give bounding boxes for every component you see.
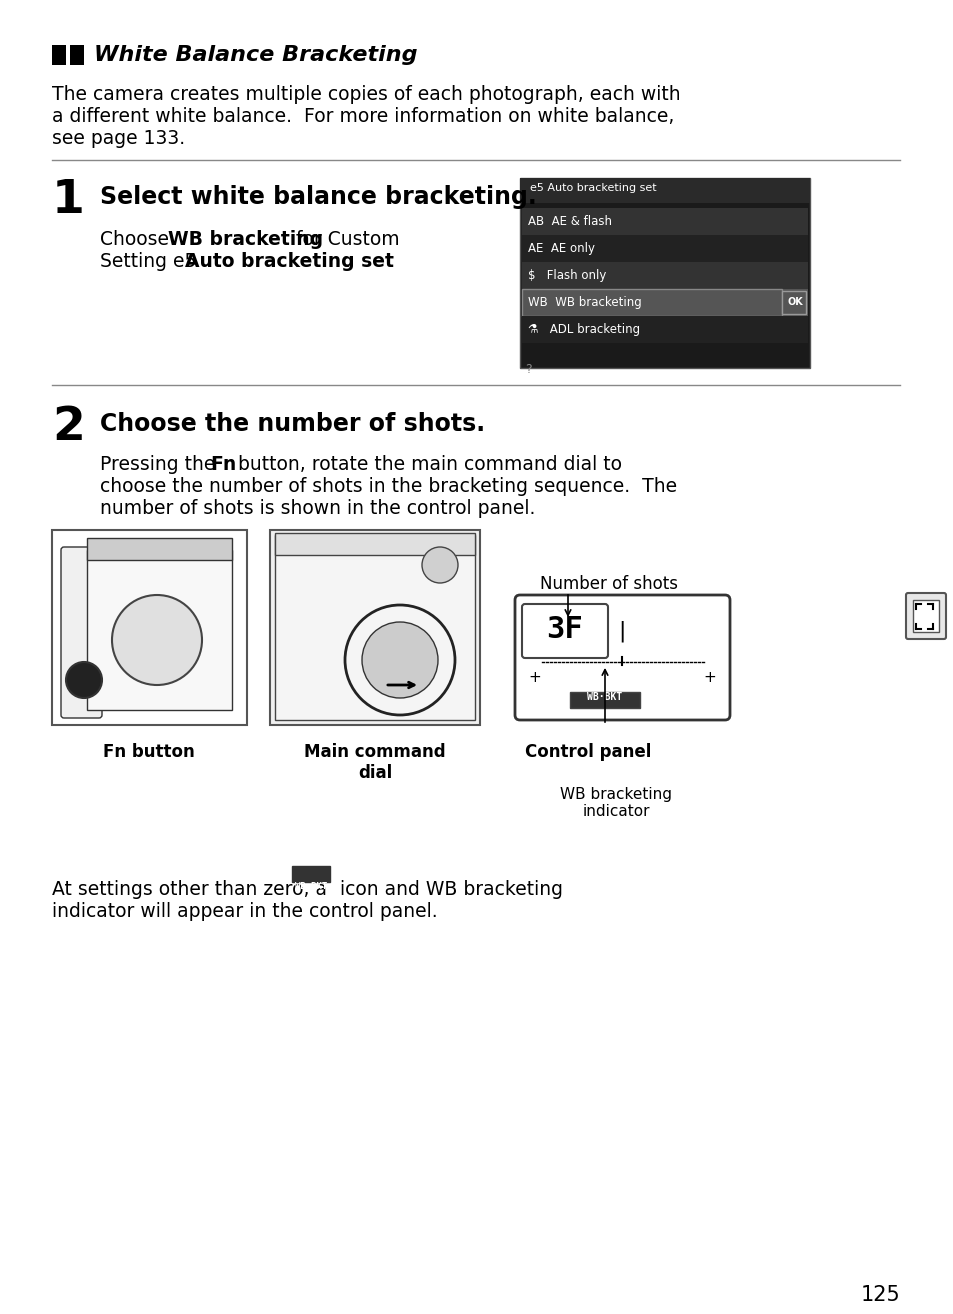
Text: Main command
dial: Main command dial bbox=[304, 742, 445, 782]
Text: WB bracketing: WB bracketing bbox=[168, 230, 323, 248]
Bar bbox=[521, 208, 807, 235]
Text: ⚗   ADL bracketing: ⚗ ADL bracketing bbox=[527, 323, 639, 336]
Text: .: . bbox=[345, 252, 351, 271]
Text: Fn button: Fn button bbox=[103, 742, 194, 761]
Text: choose the number of shots in the bracketing sequence.  The: choose the number of shots in the bracke… bbox=[100, 477, 677, 495]
Text: 2: 2 bbox=[52, 405, 85, 449]
Circle shape bbox=[361, 622, 437, 698]
FancyBboxPatch shape bbox=[905, 593, 945, 639]
Text: button, rotate the main command dial to: button, rotate the main command dial to bbox=[232, 455, 621, 474]
Text: OK: OK bbox=[787, 297, 803, 307]
Text: WB·BKT: WB·BKT bbox=[587, 692, 622, 702]
Text: Control panel: Control panel bbox=[524, 742, 651, 761]
Text: Number of shots: Number of shots bbox=[539, 576, 678, 593]
Text: 125: 125 bbox=[860, 1285, 899, 1305]
Text: for Custom: for Custom bbox=[290, 230, 399, 248]
Bar bbox=[270, 530, 479, 725]
Bar bbox=[569, 692, 639, 708]
Text: At settings other than zero, a: At settings other than zero, a bbox=[52, 880, 333, 899]
Text: WB  WB bracketing: WB WB bracketing bbox=[527, 296, 641, 309]
Text: 1: 1 bbox=[52, 177, 85, 223]
Text: 3F: 3F bbox=[546, 615, 583, 644]
Text: ?: ? bbox=[524, 363, 531, 376]
FancyBboxPatch shape bbox=[521, 604, 607, 658]
Text: $   Flash only: $ Flash only bbox=[527, 269, 606, 283]
Bar bbox=[274, 535, 475, 720]
Text: AB  AE & flash: AB AE & flash bbox=[527, 215, 612, 229]
FancyBboxPatch shape bbox=[61, 547, 102, 717]
Bar bbox=[292, 866, 330, 882]
Circle shape bbox=[421, 547, 457, 583]
Bar bbox=[274, 533, 475, 555]
Bar bbox=[521, 235, 807, 261]
Text: number of shots is shown in the control panel.: number of shots is shown in the control … bbox=[100, 499, 535, 518]
Text: |: | bbox=[615, 620, 628, 641]
Text: Choose the number of shots.: Choose the number of shots. bbox=[100, 413, 485, 436]
Text: WB bracketing
indicator: WB bracketing indicator bbox=[559, 787, 671, 820]
Bar bbox=[87, 551, 232, 710]
Text: Auto bracketing set: Auto bracketing set bbox=[185, 252, 394, 271]
Text: Setting e5: Setting e5 bbox=[100, 252, 202, 271]
Text: icon and WB bracketing: icon and WB bracketing bbox=[334, 880, 562, 899]
Bar bbox=[52, 530, 247, 725]
Bar bbox=[521, 289, 807, 315]
Bar bbox=[521, 315, 807, 343]
Bar bbox=[519, 177, 809, 202]
Bar bbox=[519, 177, 809, 368]
Bar bbox=[521, 261, 807, 289]
Text: +: + bbox=[527, 670, 540, 685]
Bar bbox=[87, 537, 232, 560]
Bar bbox=[52, 45, 66, 64]
Text: WB·BKT: WB·BKT bbox=[294, 882, 327, 891]
Text: Select white balance bracketing.: Select white balance bracketing. bbox=[100, 185, 537, 209]
Circle shape bbox=[112, 595, 202, 685]
Text: Fn: Fn bbox=[210, 455, 236, 474]
Text: a different white balance.  For more information on white balance,: a different white balance. For more info… bbox=[52, 106, 674, 126]
Circle shape bbox=[66, 662, 102, 698]
Bar bbox=[70, 45, 84, 64]
FancyBboxPatch shape bbox=[515, 595, 729, 720]
Text: AE  AE only: AE AE only bbox=[527, 242, 595, 255]
Text: see page 133.: see page 133. bbox=[52, 129, 185, 148]
Text: e5 Auto bracketing set: e5 Auto bracketing set bbox=[530, 183, 656, 193]
Text: White Balance Bracketing: White Balance Bracketing bbox=[94, 45, 417, 64]
Text: The camera creates multiple copies of each photograph, each with: The camera creates multiple copies of ea… bbox=[52, 85, 679, 104]
Bar bbox=[521, 289, 781, 315]
Bar bbox=[912, 600, 938, 632]
Text: Choose: Choose bbox=[100, 230, 174, 248]
Text: +: + bbox=[702, 670, 715, 685]
Bar bbox=[781, 290, 805, 314]
Text: indicator will appear in the control panel.: indicator will appear in the control pan… bbox=[52, 901, 437, 921]
Text: Pressing the: Pressing the bbox=[100, 455, 221, 474]
